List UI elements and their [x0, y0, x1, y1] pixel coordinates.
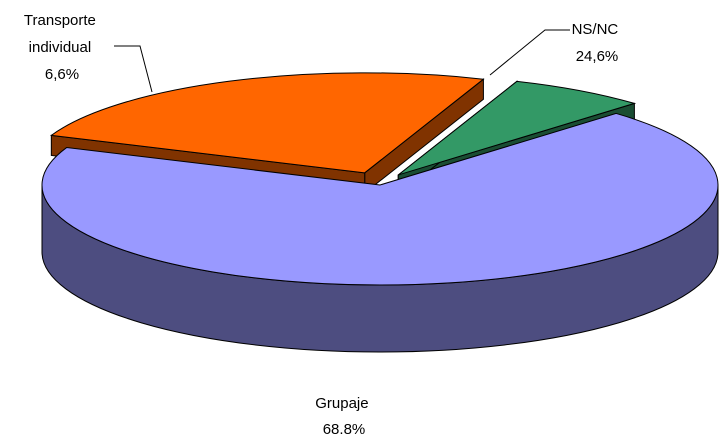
slice-label-transporte: Transporte individual 6,6%	[24, 12, 100, 83]
pie-slice-grupaje	[41, 112, 719, 353]
pie-slice-ns-nc-top	[50, 72, 485, 174]
slice-label-grupaje: Grupaje 68.8%	[315, 395, 373, 437]
pie-slices	[41, 72, 719, 353]
slice-label-transporte-line2: individual	[29, 39, 92, 56]
leader-line-nsnc	[489, 29, 570, 76]
slice-label-nsnc-name: NS/NC	[572, 21, 619, 38]
slice-label-transporte-line1: Transporte	[24, 12, 96, 29]
slice-label-grupaje-value: 68.8%	[323, 421, 366, 437]
slice-label-nsnc: NS/NC 24,6%	[572, 21, 623, 65]
slice-label-grupaje-name: Grupaje	[315, 395, 368, 412]
pie-slice-grupaje-top	[41, 112, 719, 286]
leader-line-transporte	[114, 45, 153, 93]
slice-label-transporte-value: 6,6%	[45, 66, 79, 83]
slice-label-nsnc-value: 24,6%	[576, 48, 619, 65]
pie-slice-transporte-individual-top	[397, 80, 637, 176]
